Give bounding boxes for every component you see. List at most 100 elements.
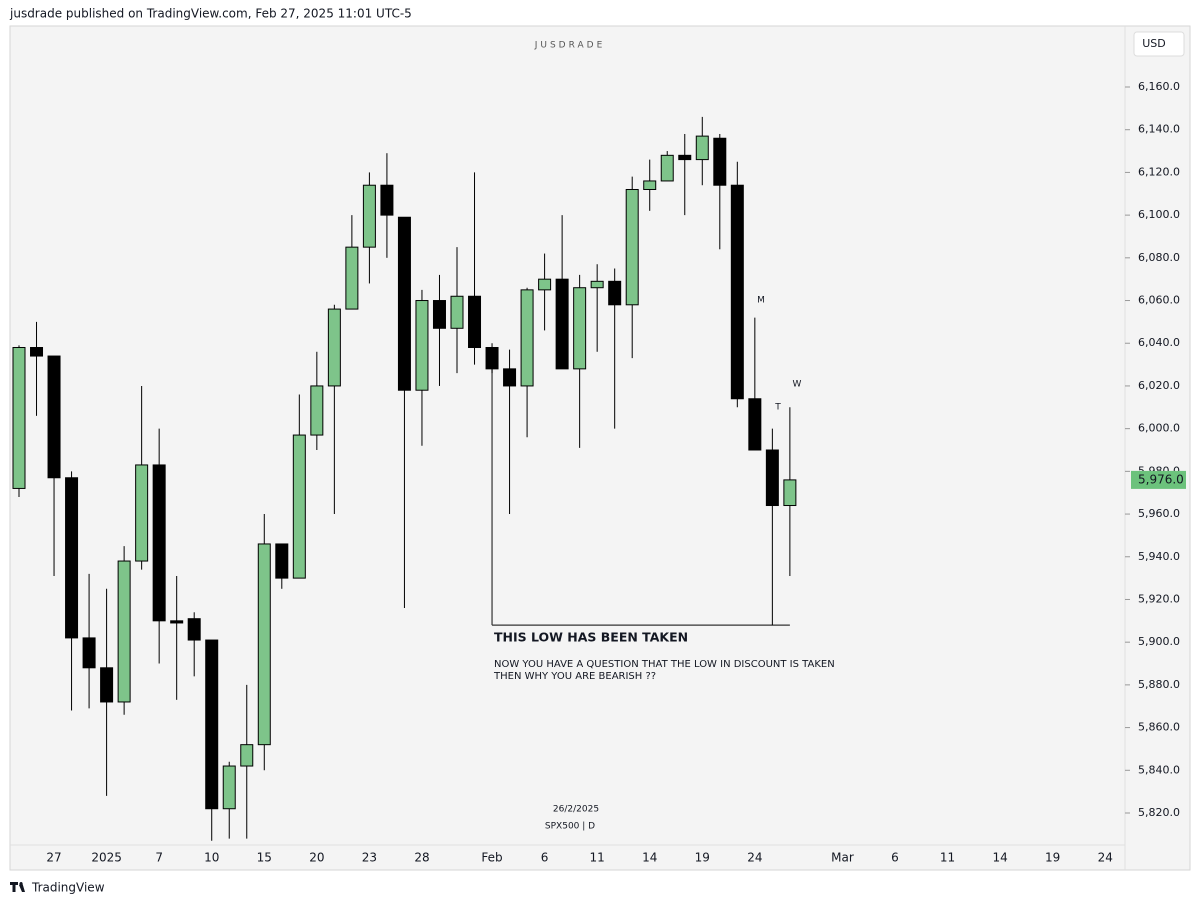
candle-body — [748, 398, 762, 451]
header: jusdrade published on TradingView.com, F… — [9, 7, 412, 21]
candle-body — [82, 637, 96, 669]
x-tick-label: 19 — [695, 851, 710, 865]
annotation-headline: THIS LOW HAS BEEN TAKEN — [494, 630, 688, 645]
x-tick-label: Mar — [831, 851, 854, 865]
candle-body — [65, 477, 79, 639]
last-price-label: 5,976.0 — [1138, 472, 1184, 486]
x-tick-label: 14 — [642, 851, 657, 865]
candle-body — [608, 280, 622, 306]
x-tick-label: 6 — [891, 851, 899, 865]
candle-body — [100, 667, 114, 703]
logo: TradingView — [10, 881, 105, 895]
candle-body — [573, 287, 587, 370]
candle-body — [468, 295, 482, 349]
y-tick-label: 6,060.0 — [1138, 294, 1180, 307]
candle-body — [695, 135, 709, 161]
candle-body — [12, 347, 26, 489]
candle-body — [240, 744, 254, 767]
candle-body — [135, 464, 149, 562]
candle-body — [520, 289, 534, 387]
y-tick-label: 6,120.0 — [1138, 165, 1180, 178]
candle-body — [765, 449, 779, 507]
x-tick-label: Feb — [481, 851, 502, 865]
candle-body — [713, 137, 727, 186]
candle-body — [415, 300, 429, 391]
y-tick-label: 5,840.0 — [1138, 763, 1180, 776]
candle-body — [205, 639, 219, 810]
candle-body — [678, 154, 692, 161]
x-tick-label: 24 — [1098, 851, 1113, 865]
candle-body — [152, 464, 166, 622]
annotation-t: T — [774, 403, 781, 413]
y-tick-label: 6,040.0 — [1138, 336, 1180, 349]
candle-body — [783, 479, 797, 507]
y-tick-label: 6,000.0 — [1138, 422, 1180, 435]
x-tick-label: 11 — [590, 851, 605, 865]
candle-body — [257, 543, 271, 746]
x-tick-label: 15 — [257, 851, 272, 865]
y-tick-label: 5,940.0 — [1138, 550, 1180, 563]
annotation-m: M — [757, 296, 765, 306]
candle-body — [660, 154, 674, 182]
x-tick-label: 24 — [747, 851, 762, 865]
candle-body — [345, 246, 359, 310]
candle-body — [222, 765, 236, 810]
y-tick-label: 5,880.0 — [1138, 678, 1180, 691]
x-tick-label: 20 — [309, 851, 324, 865]
y-tick-label: 5,960.0 — [1138, 507, 1180, 520]
symbol: SPX500 | D — [545, 822, 595, 832]
candle-body — [47, 355, 61, 479]
footer: TradingView — [31, 881, 105, 895]
y-tick-label: 5,900.0 — [1138, 635, 1180, 648]
candles — [12, 116, 797, 841]
candle-body — [503, 368, 517, 387]
x-tick-label: 28 — [414, 851, 429, 865]
y-tick-label: 5,920.0 — [1138, 592, 1180, 605]
currency[interactable]: USD — [1142, 37, 1166, 50]
candle-body — [310, 385, 324, 436]
candle-body — [30, 347, 44, 357]
y-tick-label: 5,820.0 — [1138, 806, 1180, 819]
watermark: JUSDRADE — [534, 41, 606, 51]
candle-body — [275, 543, 289, 579]
annotation-line: NOW YOU HAVE A QUESTION THAT THE LOW IN … — [494, 659, 835, 670]
candle-body — [485, 347, 499, 370]
candle-body — [432, 300, 446, 329]
annotation-line: THEN WHY YOU ARE BEARISH ?? — [493, 671, 656, 682]
last-price-box — [1131, 470, 1186, 489]
currency-button[interactable] — [1133, 31, 1185, 57]
y-tick-label: 6,160.0 — [1138, 80, 1180, 93]
x-tick-label: 23 — [362, 851, 377, 865]
candle-body — [625, 188, 639, 306]
candle-body — [555, 278, 569, 370]
x-tick-label: 14 — [992, 851, 1007, 865]
y-tick-label: 6,080.0 — [1138, 251, 1180, 264]
candle-body — [170, 620, 184, 624]
candle-body — [117, 560, 131, 703]
logo-icon — [10, 882, 25, 892]
x-tick-label: 2025 — [91, 851, 122, 865]
candle-body — [538, 278, 552, 291]
candle-body — [730, 184, 744, 400]
y-tick-label: 5,860.0 — [1138, 721, 1180, 734]
candle-body — [590, 280, 604, 289]
chart-pane — [9, 25, 1191, 871]
candle-body — [450, 295, 464, 329]
y-tick-label: 6,020.0 — [1138, 379, 1180, 392]
x-tick-label: 11 — [940, 851, 955, 865]
candle-body — [397, 216, 411, 391]
candle-body — [327, 308, 341, 387]
x-tick-label: 19 — [1045, 851, 1060, 865]
date: 26/2/2025 — [553, 805, 599, 815]
x-tick-label: 10 — [204, 851, 219, 865]
x-tick-label: 6 — [541, 851, 549, 865]
x-tick-label: 27 — [46, 851, 61, 865]
y-tick-label: 6,140.0 — [1138, 123, 1180, 136]
x-tick-label: 7 — [155, 851, 163, 865]
annotation-w: W — [793, 380, 802, 390]
candle-body — [187, 618, 201, 641]
candle-body — [362, 184, 376, 248]
candle-body — [643, 180, 657, 190]
